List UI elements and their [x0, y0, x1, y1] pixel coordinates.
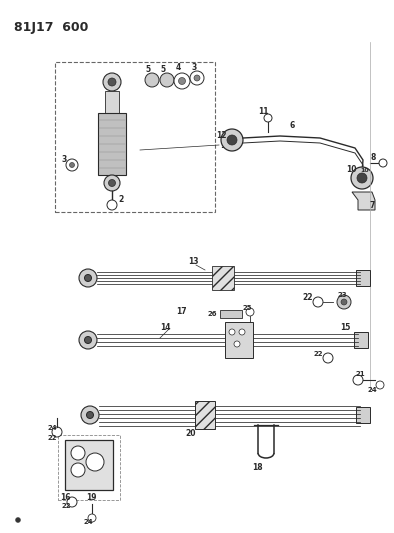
Circle shape: [341, 299, 347, 305]
Circle shape: [227, 135, 237, 145]
Bar: [354, 332, 368, 348]
Text: 10: 10: [360, 167, 369, 173]
Text: 17: 17: [176, 308, 187, 317]
Text: 8: 8: [371, 154, 376, 163]
Circle shape: [313, 297, 323, 307]
Circle shape: [104, 175, 120, 191]
Circle shape: [353, 375, 363, 385]
Circle shape: [84, 336, 91, 343]
Circle shape: [79, 269, 97, 287]
Circle shape: [52, 427, 62, 437]
Text: 81J17  600: 81J17 600: [14, 21, 88, 35]
Text: 22: 22: [314, 351, 323, 357]
Bar: [55, 62, 215, 212]
Circle shape: [190, 71, 204, 85]
Bar: [195, 401, 215, 429]
Circle shape: [160, 73, 174, 87]
Text: 2: 2: [118, 196, 123, 205]
Text: 6: 6: [290, 122, 295, 131]
Text: 24: 24: [84, 519, 94, 525]
Circle shape: [71, 446, 85, 460]
Circle shape: [86, 453, 104, 471]
Text: 24: 24: [368, 387, 378, 393]
Bar: [58, 435, 120, 500]
Circle shape: [357, 173, 367, 183]
Bar: [356, 407, 370, 423]
Bar: [356, 270, 370, 286]
Circle shape: [69, 163, 74, 167]
Circle shape: [178, 77, 186, 85]
Circle shape: [81, 406, 99, 424]
Circle shape: [239, 329, 245, 335]
Circle shape: [108, 180, 115, 187]
Text: 25: 25: [243, 305, 253, 311]
Circle shape: [87, 411, 93, 418]
Bar: [225, 322, 253, 358]
Text: 15: 15: [340, 324, 350, 333]
Circle shape: [194, 75, 200, 81]
Circle shape: [84, 274, 91, 281]
Circle shape: [221, 129, 243, 151]
Bar: [220, 310, 242, 318]
Bar: [212, 266, 234, 290]
Circle shape: [234, 341, 240, 347]
Text: 13: 13: [188, 257, 199, 266]
Circle shape: [15, 518, 20, 522]
Circle shape: [379, 159, 387, 167]
Text: 23: 23: [338, 292, 348, 298]
Text: 3: 3: [192, 62, 197, 71]
Circle shape: [323, 353, 333, 363]
Text: 22: 22: [62, 503, 71, 509]
Circle shape: [376, 381, 384, 389]
Circle shape: [229, 329, 235, 335]
Circle shape: [79, 331, 97, 349]
Text: 22: 22: [302, 294, 312, 303]
Circle shape: [103, 73, 121, 91]
Circle shape: [264, 114, 272, 122]
Text: 1: 1: [220, 141, 225, 149]
Text: 26: 26: [208, 311, 217, 317]
Text: 5: 5: [160, 66, 165, 75]
Text: 19: 19: [86, 494, 97, 503]
Circle shape: [351, 167, 373, 189]
Text: 12: 12: [216, 132, 227, 141]
Circle shape: [66, 159, 78, 171]
Text: 24: 24: [48, 425, 58, 431]
Circle shape: [337, 295, 351, 309]
Text: 7: 7: [370, 200, 375, 209]
Text: 18: 18: [252, 463, 263, 472]
Text: 10: 10: [346, 166, 357, 174]
Text: 3: 3: [62, 156, 67, 165]
Text: 5: 5: [145, 66, 150, 75]
Circle shape: [67, 497, 77, 507]
Circle shape: [108, 78, 116, 86]
Text: 20: 20: [185, 429, 195, 438]
Bar: [105, 91, 119, 113]
Text: 11: 11: [258, 108, 268, 117]
Circle shape: [174, 73, 190, 89]
Text: 4: 4: [176, 63, 181, 72]
Text: 21: 21: [356, 371, 366, 377]
Circle shape: [145, 73, 159, 87]
Bar: [65, 440, 113, 490]
Text: 14: 14: [160, 324, 171, 333]
Circle shape: [88, 514, 96, 522]
Polygon shape: [352, 192, 375, 210]
Circle shape: [71, 463, 85, 477]
Bar: [98, 113, 126, 175]
Circle shape: [107, 200, 117, 210]
Text: 16: 16: [60, 494, 71, 503]
Text: 22: 22: [48, 435, 58, 441]
Circle shape: [246, 308, 254, 316]
